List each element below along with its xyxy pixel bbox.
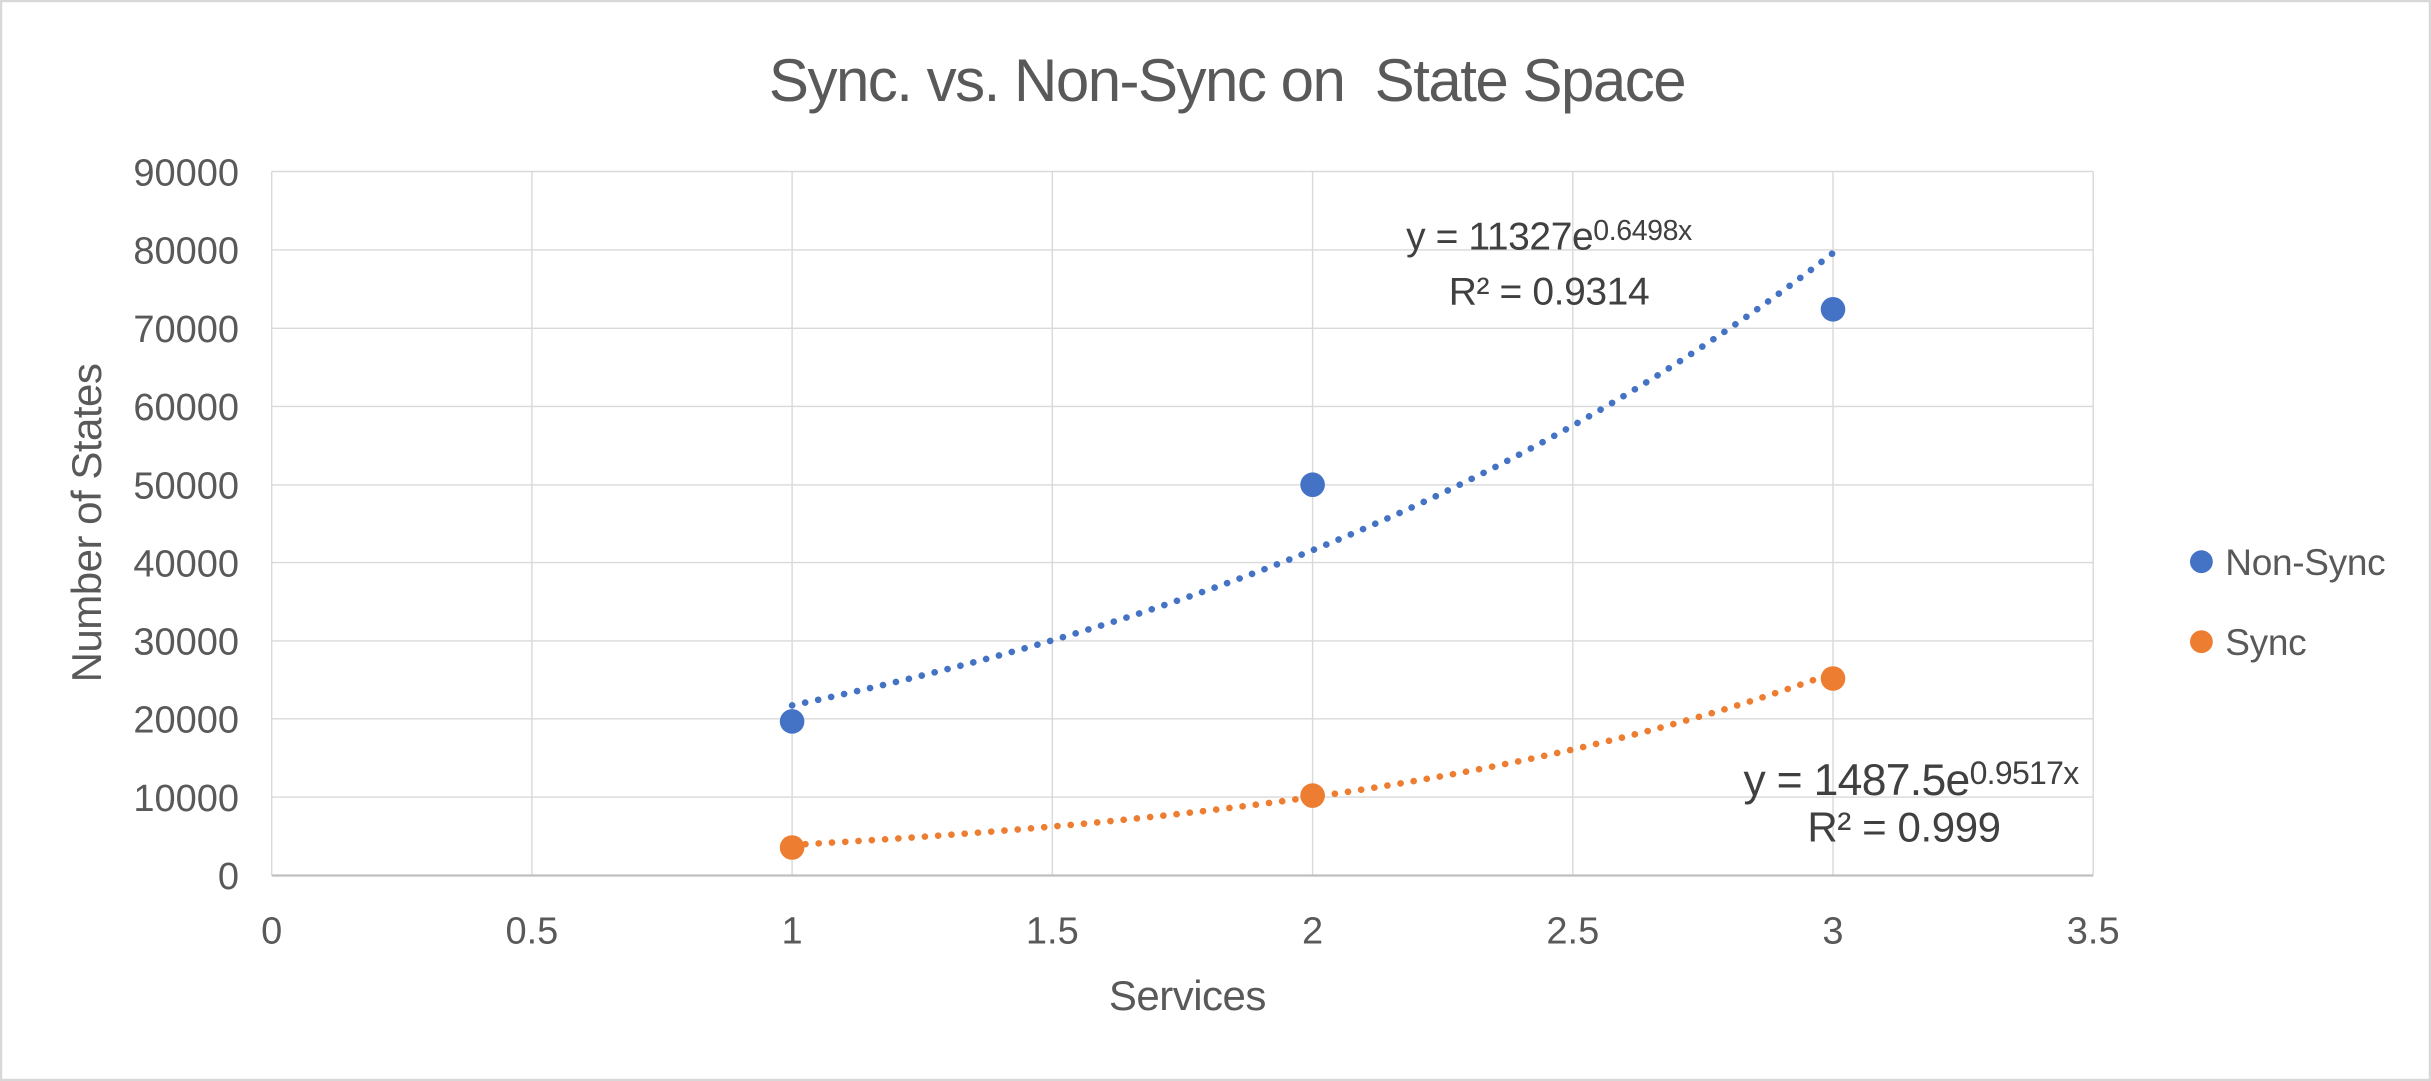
svg-text:90000: 90000 xyxy=(133,152,239,194)
svg-text:0: 0 xyxy=(261,911,282,953)
svg-text:3: 3 xyxy=(1822,911,1843,953)
svg-text:10000: 10000 xyxy=(133,778,239,820)
svg-text:0: 0 xyxy=(218,856,239,898)
svg-text:30000: 30000 xyxy=(133,622,239,664)
svg-text:2: 2 xyxy=(1302,911,1323,953)
svg-text:70000: 70000 xyxy=(133,309,239,351)
svg-text:Sync: Sync xyxy=(2225,622,2306,663)
svg-text:Non-Sync: Non-Sync xyxy=(2225,542,2385,583)
svg-text:1: 1 xyxy=(782,911,803,953)
svg-text:R² = 0.9314: R² = 0.9314 xyxy=(1449,270,1649,313)
svg-text:50000: 50000 xyxy=(133,466,239,508)
svg-text:0.5: 0.5 xyxy=(505,911,558,953)
svg-text:Services: Services xyxy=(1109,972,1266,1019)
svg-text:60000: 60000 xyxy=(133,387,239,429)
svg-text:y = 11327e0.6498x: y = 11327e0.6498x xyxy=(1406,215,1692,259)
svg-text:Sync. vs. Non-Sync on State S: Sync. vs. Non-Sync on State Space xyxy=(769,47,1685,114)
svg-text:3.5: 3.5 xyxy=(2067,911,2120,953)
svg-text:20000: 20000 xyxy=(133,700,239,742)
svg-text:Number of States: Number of States xyxy=(63,364,110,683)
svg-text:1.5: 1.5 xyxy=(1026,911,1079,953)
svg-text:R² = 0.999: R² = 0.999 xyxy=(1807,804,2000,851)
svg-text:80000: 80000 xyxy=(133,231,239,273)
svg-text:40000: 40000 xyxy=(133,543,239,585)
svg-text:2.5: 2.5 xyxy=(1546,911,1599,953)
